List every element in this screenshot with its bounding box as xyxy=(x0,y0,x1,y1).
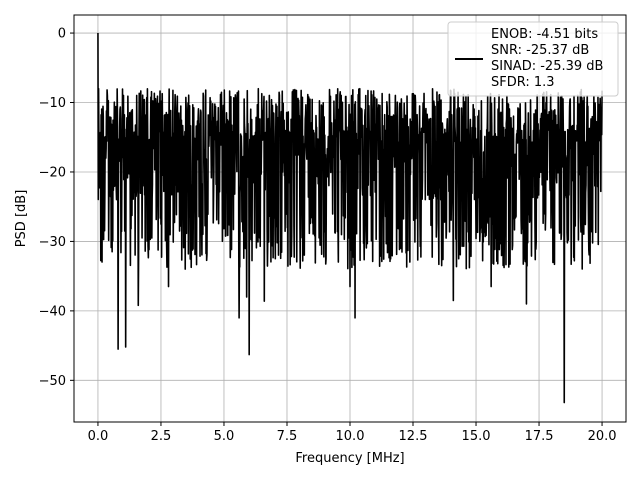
y-tick-label: −20 xyxy=(39,165,66,180)
x-tick-label: 7.5 xyxy=(277,429,298,444)
x-tick-label: 12.5 xyxy=(399,429,428,444)
x-axis-label: Frequency [MHz] xyxy=(295,451,404,466)
legend-box xyxy=(447,21,619,97)
y-tick-label: −50 xyxy=(39,374,66,389)
y-tick-label: 0 xyxy=(58,27,66,42)
x-tick-label: 15.0 xyxy=(462,429,491,444)
legend-entry-sinad: SINAD: -25.39 dB xyxy=(491,59,603,74)
x-tick-label: 2.5 xyxy=(151,429,172,444)
legend-entry-snr: SNR: -25.37 dB xyxy=(491,43,589,58)
x-axis: 0.0 2.5 5.0 7.5 10.0 12.5 15.0 17.5 20.0 xyxy=(88,422,617,444)
y-axis: 0 −10 −20 −30 −40 −50 xyxy=(39,27,74,389)
x-tick-label: 17.5 xyxy=(525,429,554,444)
legend-entry-sfdr: SFDR: 1.3 xyxy=(491,75,555,90)
y-tick-label: −30 xyxy=(39,235,66,250)
x-tick-label: 20.0 xyxy=(588,429,617,444)
plot-area xyxy=(97,33,603,404)
psd-line xyxy=(97,33,603,404)
y-tick-label: −10 xyxy=(39,96,66,111)
legend-entry-enob: ENOB: -4.51 bits xyxy=(491,27,598,42)
x-tick-label: 5.0 xyxy=(214,429,235,444)
x-tick-label: 0.0 xyxy=(88,429,109,444)
legend: ENOB: -4.51 bits SNR: -25.37 dB SINAD: -… xyxy=(447,21,619,97)
y-axis-label: PSD [dB] xyxy=(14,190,29,248)
y-tick-label: −40 xyxy=(39,304,66,319)
x-tick-label: 10.0 xyxy=(336,429,365,444)
